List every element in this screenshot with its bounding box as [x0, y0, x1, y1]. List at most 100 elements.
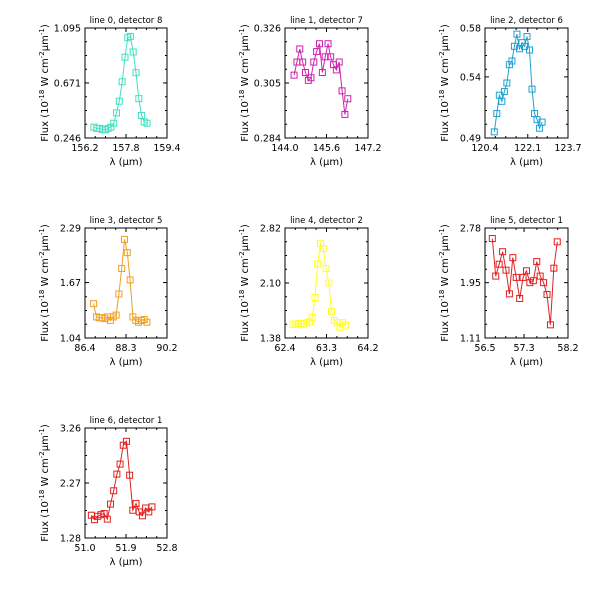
data-point	[498, 97, 506, 105]
data-point	[332, 66, 340, 74]
data-point	[121, 53, 129, 61]
panel-4: line 4, detector 2 62.4 63.3 64.2 1.38 2.10 2.…	[238, 216, 379, 368]
data-point	[533, 258, 541, 266]
x-tick-label: 51.9	[115, 543, 136, 554]
data-point	[546, 321, 554, 329]
data-point	[533, 116, 541, 124]
panel-title: line 3, detector 5	[90, 216, 163, 226]
x-axis-label: λ (μm)	[510, 357, 543, 368]
data-point	[543, 291, 551, 299]
series-line	[293, 43, 349, 115]
y-tick-label: 1.38	[260, 334, 281, 345]
x-tick-label: 90.2	[156, 343, 177, 354]
data-point	[115, 97, 123, 105]
y-tick-label: 0.246	[54, 134, 81, 145]
data-point	[118, 78, 126, 86]
x-axis-label: λ (μm)	[109, 357, 142, 368]
data-point	[107, 500, 115, 508]
series-line	[493, 33, 543, 132]
x-tick-label: 62.4	[274, 343, 295, 354]
x-axis-label: λ (μm)	[310, 157, 343, 168]
data-point	[148, 503, 156, 511]
x-axis-label: λ (μm)	[510, 157, 543, 168]
panel-2: line 2, detector 6 120.4 122.1 123.7 0.49 0.5…	[438, 16, 582, 168]
panel-title: line 6, detector 1	[90, 416, 163, 426]
data-point	[129, 48, 137, 56]
data-point	[344, 95, 352, 103]
y-tick-label: 0.49	[460, 134, 481, 145]
data-point	[311, 294, 319, 302]
data-point	[553, 238, 561, 246]
data-point	[529, 277, 537, 285]
y-tick-label: 2.78	[460, 224, 481, 235]
data-point	[502, 266, 510, 274]
data-point	[513, 30, 521, 38]
y-axis-label: Flux (10-18 W cm-2μm-1)	[38, 424, 51, 542]
y-tick-label: 2.10	[260, 279, 281, 290]
data-point	[143, 119, 151, 127]
data-point	[325, 279, 333, 287]
data-point	[118, 264, 126, 272]
panel-5: line 5, detector 1 56.5 57.3 58.2 1.11 1.95 2.…	[438, 216, 579, 368]
data-point	[315, 40, 323, 48]
data-point	[299, 58, 307, 66]
x-axis-label: λ (μm)	[109, 557, 142, 568]
y-tick-label: 0.284	[254, 134, 281, 145]
y-axis-label: Flux (10-18 W cm-2μm-1)	[38, 224, 51, 342]
y-tick-label: 1.04	[60, 334, 81, 345]
data-point	[488, 235, 496, 243]
y-axis-label: Flux (10-18 W cm-2μm-1)	[438, 224, 451, 342]
data-point	[523, 267, 530, 275]
x-tick-label: 64.2	[357, 343, 378, 354]
x-tick-label: 123.7	[554, 143, 581, 154]
data-point	[540, 279, 548, 287]
data-point	[338, 87, 346, 95]
panel-title: line 1, detector 7	[290, 16, 363, 26]
data-point	[126, 471, 134, 479]
x-tick-label: 52.8	[156, 543, 177, 554]
data-point	[493, 110, 501, 118]
x-tick-label: 159.4	[153, 143, 180, 154]
y-tick-label: 2.27	[60, 479, 81, 490]
panel-title: line 4, detector 2	[290, 216, 363, 226]
data-point	[520, 42, 528, 50]
data-point	[341, 110, 349, 118]
data-point	[110, 487, 118, 495]
y-tick-label: 1.95	[460, 278, 481, 289]
data-point	[538, 118, 546, 126]
data-point	[321, 53, 329, 61]
data-point	[503, 79, 511, 87]
data-point	[113, 109, 121, 117]
data-point	[328, 307, 336, 315]
x-tick-label: 57.3	[513, 343, 534, 354]
data-point	[324, 40, 332, 48]
data-point	[296, 45, 304, 53]
x-tick-label: 122.1	[514, 143, 541, 154]
x-tick-label: 56.5	[474, 343, 495, 354]
x-tick-label: 157.8	[112, 143, 139, 154]
y-tick-label: 1.28	[60, 534, 81, 545]
panel-title: line 2, detector 6	[490, 16, 563, 26]
data-point	[550, 264, 558, 272]
x-tick-label: 63.3	[316, 343, 337, 354]
data-point	[508, 57, 516, 65]
data-point	[307, 74, 315, 82]
data-point	[528, 85, 536, 93]
y-tick-label: 2.29	[60, 224, 81, 235]
y-tick-label: 1.67	[60, 278, 81, 289]
y-tick-label: 1.095	[54, 24, 81, 35]
x-tick-label: 156.2	[71, 143, 98, 154]
data-point	[123, 249, 131, 257]
data-point	[499, 248, 507, 256]
data-point	[335, 58, 343, 66]
y-axis-label: Flux (10-18 W cm-2μm-1)	[238, 24, 251, 142]
y-tick-label: 0.54	[460, 72, 481, 83]
x-tick-label: 51.0	[74, 543, 95, 554]
data-point	[113, 470, 121, 478]
y-axis-label: Flux (10-18 W cm-2μm-1)	[38, 24, 51, 142]
y-tick-label: 3.26	[60, 424, 81, 435]
data-point	[505, 290, 513, 298]
data-point	[319, 245, 327, 253]
data-point	[314, 260, 322, 268]
